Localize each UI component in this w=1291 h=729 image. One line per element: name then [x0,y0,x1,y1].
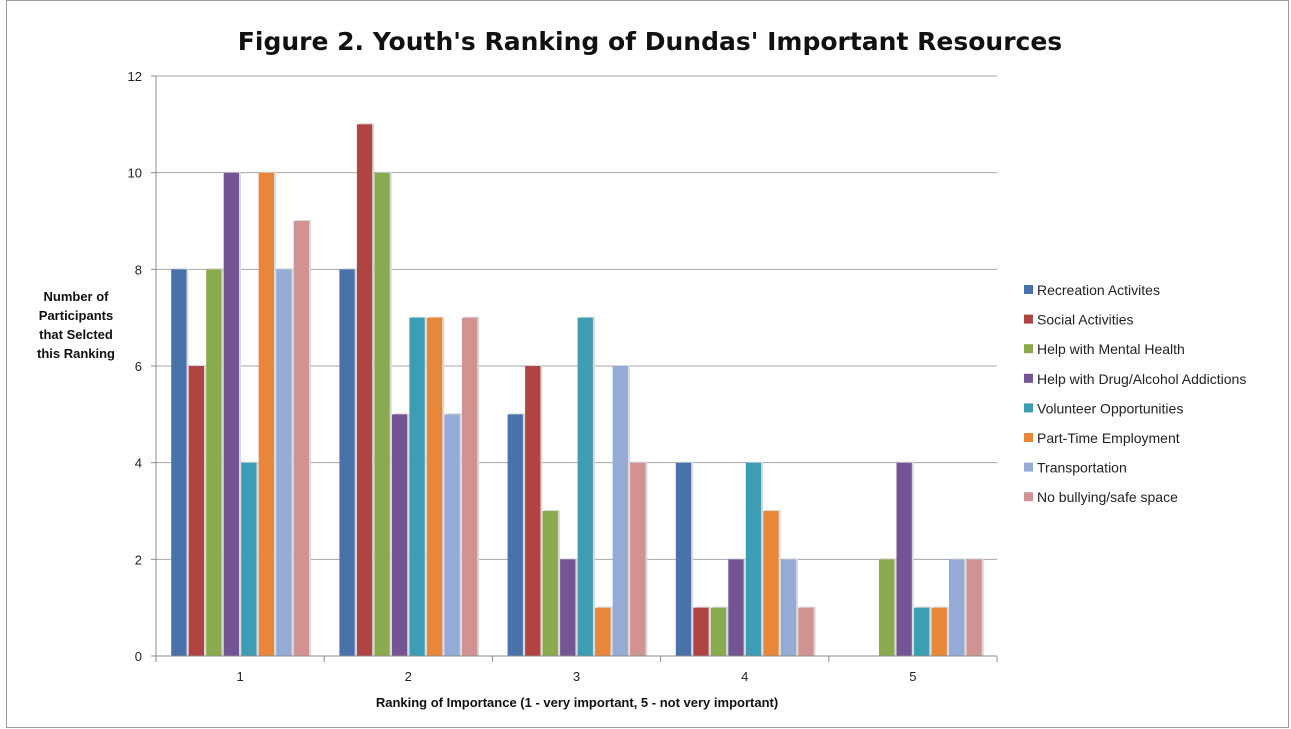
legend-swatch [1024,403,1033,413]
bar [612,366,628,656]
bar [780,559,797,656]
y-axis-title-line-1: Number of [44,289,110,304]
x-tick-label: 3 [573,669,580,684]
bar [391,414,408,656]
legend-label: Part-Time Employment [1037,430,1180,446]
bar [444,414,460,656]
legend-label: Volunteer Opportunities [1037,400,1183,416]
legend-label: No bullying/safe space [1037,489,1178,505]
bar [560,559,576,656]
bar [710,607,727,656]
y-tick-label: 10 [128,166,142,181]
y-tick-label: 12 [128,69,142,84]
legend-label: Help with Drug/Alcohol Addictions [1037,371,1246,387]
y-tick-label: 2 [135,552,142,567]
legend-swatch [1024,344,1033,354]
legend-label: Transportation [1037,460,1127,476]
bar [507,414,523,656]
bar [798,607,814,656]
bar [461,317,478,656]
legend-swatch [1024,285,1033,294]
bar [630,462,646,656]
bar [426,317,443,656]
legend-swatch [1024,492,1033,502]
legend-swatch [1024,314,1033,324]
bar [339,269,355,656]
x-tick-label: 1 [236,669,243,684]
y-tick-label: 4 [135,456,142,471]
bar [241,462,257,656]
bar [276,269,292,656]
bars [171,123,984,657]
bar [356,124,373,657]
bar [879,559,895,656]
bar [206,269,222,656]
y-tick-label: 6 [135,359,142,374]
x-tick-label: 5 [909,669,916,684]
chart-title: Figure 2. Youth's Ranking of Dundas' Imp… [238,27,1062,56]
bar [896,462,912,656]
bar [966,559,982,656]
bar [409,317,425,656]
bar [223,172,239,656]
y-axis-title-line-2: Participants [39,308,113,323]
legend-swatch [1024,373,1033,383]
bar [763,511,779,656]
y-tick-label: 0 [135,649,142,664]
legend-label: Social Activities [1037,312,1133,328]
bar [728,559,744,656]
y-axis-title-line-4: this Ranking [37,346,115,361]
y-tick-label: 8 [135,262,142,277]
bar [675,462,692,656]
legend-swatch [1024,433,1033,442]
legend-swatch [1024,462,1033,472]
y-axis-title-line-3: that Selcted [39,327,113,342]
bar [525,366,541,656]
bar [595,607,611,656]
legend-label: Recreation Activites [1037,282,1160,298]
bar [293,221,309,656]
y-axis-title: Number of Participants that Selcted this… [37,289,115,361]
x-axis-title: Ranking of Importance (1 - very importan… [376,695,778,710]
x-tick-label: 2 [405,669,412,684]
x-tick-label: 4 [741,669,748,684]
bar [949,559,965,656]
bar [914,607,930,656]
bar [542,511,558,656]
bar [374,172,390,656]
bar [258,172,274,656]
bar [931,607,947,656]
bar [745,462,762,656]
legend: Recreation Activites Social Activities Hel… [1024,282,1246,505]
bar [577,317,593,656]
legend-label: Help with Mental Health [1037,341,1185,357]
bar [171,269,187,656]
bar [188,366,204,656]
bar [693,607,709,656]
